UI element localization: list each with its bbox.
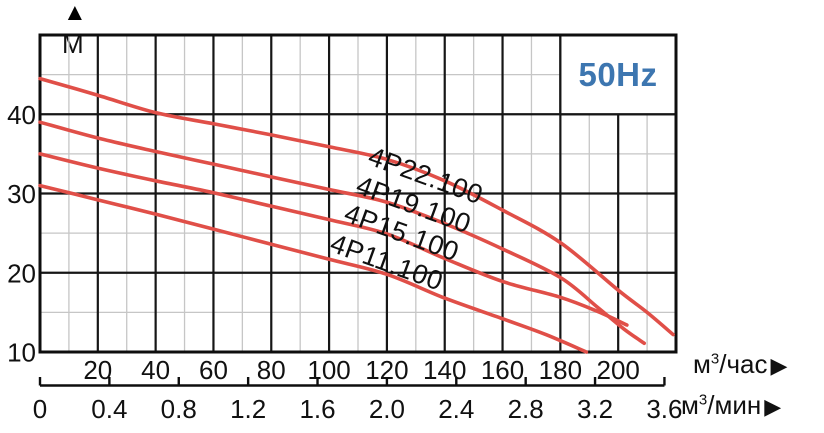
x-hour-tick-label: 80 — [257, 355, 286, 385]
x-min-tick-label: 2.8 — [508, 394, 544, 424]
x-axis-minutes: 0 0.4 0.8 1.2 1.6 2.0 2.4 2.8 3.2 3.6 — [33, 377, 683, 424]
x-hour-tick-label: 40 — [141, 355, 170, 385]
y-axis-unit-label: М — [58, 31, 88, 57]
y-tick-label: 20 — [7, 258, 36, 288]
y-tick-label: 30 — [7, 179, 36, 209]
x-axis-hour-tick-labels: 20 40 60 80 100 120 140 160 180 200 — [83, 355, 640, 385]
x-hour-tick-label: 200 — [596, 355, 639, 385]
unit-sup: 3 — [698, 391, 708, 409]
x-min-tick-label: 3.2 — [577, 394, 613, 424]
unit-sup: 3 — [710, 350, 720, 368]
frequency-box — [560, 35, 676, 115]
x-min-tick-label: 1.6 — [299, 394, 335, 424]
unit-base: м — [693, 349, 711, 379]
pump-curves — [38, 76, 675, 354]
x-hour-tick-label: 100 — [307, 355, 350, 385]
x-hour-tick-label: 180 — [539, 355, 582, 385]
frequency-box-border — [559, 35, 676, 116]
x-axis-hour-unit-label: м3/час ▶ — [693, 351, 787, 377]
unit-base: м — [681, 390, 699, 420]
x-axis-min-unit-label: м3/мин ▶ — [681, 392, 781, 418]
y-axis-tick-labels: 40 30 20 10 — [7, 100, 36, 368]
y-tick-label: 40 — [7, 100, 36, 130]
curve-4P22.100 — [38, 76, 675, 337]
x-hour-tick-label: 60 — [199, 355, 228, 385]
right-arrow-icon: ▶ — [770, 353, 788, 378]
x-min-tick-label: 2.4 — [438, 394, 474, 424]
unit-rest: /мин — [707, 390, 762, 420]
x-min-tick-label: 1.2 — [230, 394, 266, 424]
frequency-badge: 50Hz — [578, 55, 658, 93]
x-hour-tick-label: 20 — [83, 355, 112, 385]
x-min-tick-label: 0.8 — [161, 394, 197, 424]
curve-4P19.100 — [38, 120, 646, 346]
unit-rest: /час — [719, 349, 768, 379]
right-arrow-icon: ▶ — [764, 394, 782, 419]
x-hour-tick-label: 140 — [423, 355, 466, 385]
curve-4P11.100 — [38, 183, 589, 354]
curve-4P15.100 — [38, 152, 629, 327]
x-min-tick-label: 0 — [33, 394, 47, 424]
plot-border — [38, 33, 678, 354]
x-hour-tick-label: 160 — [481, 355, 524, 385]
x-min-tick-label: 2.0 — [369, 394, 405, 424]
y-tick-label: 10 — [7, 338, 36, 368]
x-min-tick-label: 0.4 — [91, 394, 127, 424]
y-axis-up-arrow-icon: ▲ — [63, 0, 87, 26]
x-min-tick-label: 3.6 — [646, 394, 682, 424]
